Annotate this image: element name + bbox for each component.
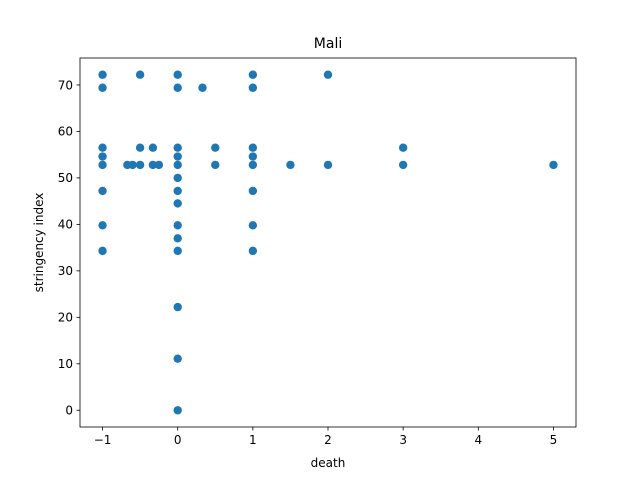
data-point [173, 234, 182, 243]
x-tick-label: 4 [474, 433, 482, 447]
data-point [248, 83, 258, 92]
y-tick-label: 0 [65, 404, 73, 418]
data-point [323, 70, 333, 79]
data-point [323, 160, 333, 170]
x-tick-label: 1 [249, 433, 257, 447]
data-point [135, 70, 145, 79]
y-tick-label: 40 [58, 218, 73, 232]
x-tick-label: 3 [399, 433, 407, 447]
chart-title: Mali [314, 36, 342, 52]
y-tick-label: 70 [58, 78, 73, 92]
data-point [98, 70, 107, 79]
data-point [398, 143, 408, 152]
data-points [98, 70, 558, 415]
x-tick-label: 2 [324, 433, 332, 447]
data-point [549, 160, 558, 170]
y-tick-label: 20 [58, 311, 73, 325]
data-point [248, 160, 258, 170]
y-tick-label: 60 [58, 125, 73, 139]
data-point [173, 199, 182, 208]
data-point [211, 160, 220, 170]
data-point [148, 160, 158, 170]
data-point [286, 160, 295, 170]
y-tick-label: 10 [58, 357, 73, 371]
data-point [173, 302, 182, 312]
data-point [248, 221, 258, 230]
data-point [248, 143, 258, 152]
data-point [148, 143, 158, 152]
data-point [248, 152, 258, 161]
data-point [173, 221, 182, 230]
data-point [98, 160, 107, 170]
x-tick-label: −1 [94, 433, 112, 447]
data-point [135, 143, 145, 152]
data-point [173, 83, 182, 92]
data-point [98, 152, 107, 161]
data-point [173, 173, 182, 183]
data-point [173, 70, 182, 79]
data-point [98, 83, 107, 92]
x-tick-label: 0 [174, 433, 182, 447]
data-point [98, 246, 107, 256]
data-point [98, 143, 107, 152]
data-point [248, 186, 258, 196]
x-axis-ticks: −1 0 1 2 3 4 5 [94, 427, 558, 447]
data-point [173, 354, 182, 363]
data-point [198, 83, 207, 92]
data-point [173, 246, 182, 256]
data-point [98, 221, 107, 230]
data-point [173, 152, 182, 161]
data-point [173, 160, 182, 170]
x-axis-label: death [311, 456, 346, 470]
y-axis-ticks: 0 10 20 30 40 50 60 70 [58, 78, 80, 418]
data-point [398, 160, 408, 170]
data-point [98, 186, 107, 196]
x-tick-label: 5 [550, 433, 558, 447]
data-point [128, 160, 137, 170]
data-point [135, 160, 145, 170]
data-point [154, 160, 164, 170]
data-point [173, 186, 182, 196]
data-point [173, 406, 182, 415]
data-point [248, 246, 258, 256]
data-point [211, 143, 220, 152]
data-point [248, 70, 258, 79]
y-axis-label: stringency index [32, 193, 46, 293]
data-point [173, 143, 182, 152]
y-tick-label: 50 [58, 171, 73, 185]
y-tick-label: 30 [58, 264, 73, 278]
